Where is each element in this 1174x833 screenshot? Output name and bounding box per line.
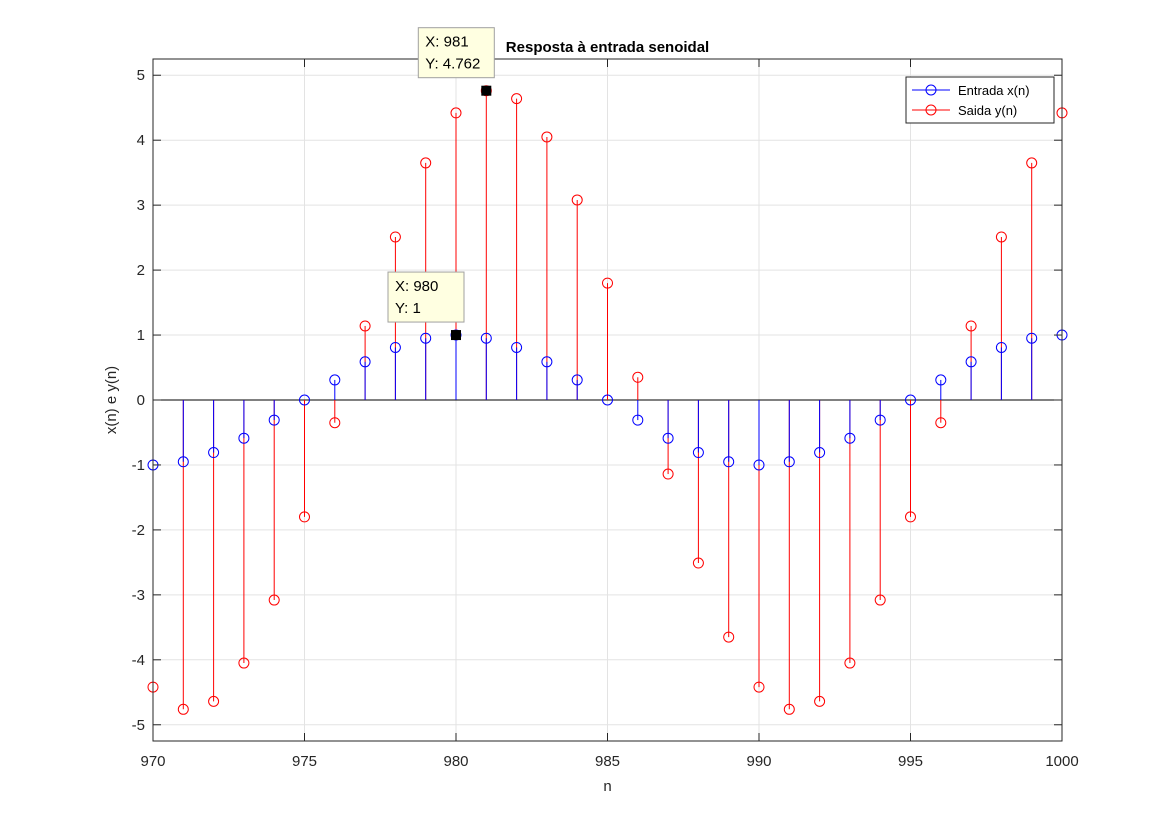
x-tick-label: 970 <box>140 753 165 770</box>
x-axis-label: n <box>603 778 611 795</box>
stem-marker <box>450 107 462 119</box>
stem-marker <box>995 231 1007 243</box>
stem-marker <box>541 356 553 368</box>
stem-marker <box>571 374 583 386</box>
datatip-y-label: Y: 1 <box>395 300 421 317</box>
stem-marker <box>723 631 735 643</box>
datatip-box <box>417 27 495 79</box>
y-tick-label: -3 <box>132 587 145 604</box>
x-tick-label: 990 <box>746 753 771 770</box>
y-tick-label: 0 <box>137 392 145 409</box>
y-tick-label: -4 <box>132 652 145 669</box>
stem-marker <box>389 341 401 353</box>
legend[interactable]: Entrada x(n) Saida y(n) <box>905 76 1055 124</box>
stem-marker <box>1026 332 1038 344</box>
stem-marker <box>208 447 220 459</box>
stem-marker <box>208 695 220 707</box>
legend-marker <box>925 84 937 96</box>
stem-marker <box>420 157 432 169</box>
stem-marker <box>905 511 916 523</box>
stem-marker <box>389 231 401 243</box>
stem-marker <box>935 374 947 386</box>
stem-marker <box>995 341 1007 353</box>
stem-marker <box>511 341 523 353</box>
stem-marker <box>905 394 916 406</box>
stem-marker <box>602 394 613 406</box>
stem-marker <box>238 432 250 444</box>
datatip-x-label: X: 980 <box>395 278 438 295</box>
stem-marker <box>965 356 977 368</box>
stem-marker <box>329 417 341 429</box>
stem-marker <box>874 594 886 606</box>
y-tick-label: -5 <box>132 717 145 734</box>
stem-marker <box>299 511 310 523</box>
legend-entry-label: Saida y(n) <box>958 103 1017 118</box>
stem-marker <box>814 695 826 707</box>
stem-marker <box>753 459 765 471</box>
stem-marker <box>783 703 795 715</box>
series-input <box>147 329 1068 471</box>
stem-marker <box>238 657 250 669</box>
legend-marker <box>925 104 937 116</box>
stem-marker <box>783 456 795 468</box>
chart-title: Resposta à entrada senoidal <box>506 39 709 56</box>
stem-marker <box>268 594 280 606</box>
datatip[interactable]: X: 980 Y: 1 <box>387 271 465 341</box>
stem-marker <box>359 356 371 368</box>
y-axis-label: x(n) e y(n) <box>103 366 120 434</box>
stem-marker <box>511 93 523 105</box>
stem-marker <box>844 432 856 444</box>
y-tick-label: 2 <box>137 262 145 279</box>
x-tick-label: 975 <box>292 753 317 770</box>
stem-marker <box>480 332 492 344</box>
stem-marker <box>420 332 432 344</box>
x-tick-label: 1000 <box>1045 753 1078 770</box>
y-tick-label: 3 <box>137 197 145 214</box>
stem-marker <box>965 320 977 332</box>
stem-marker <box>692 447 704 459</box>
stem-marker <box>299 394 310 406</box>
datatip-box <box>387 271 465 323</box>
stem-marker <box>268 414 280 426</box>
axis-ticks: 970 975 980 985 990 995 1000 5 4 3 2 1 0 -1 -2 -3 -4 -5 <box>132 59 1079 770</box>
stem-marker <box>177 703 189 715</box>
x-tick-label: 985 <box>595 753 620 770</box>
y-tick-label: -2 <box>132 522 145 539</box>
datatips: X: 981 Y: 4.762 X: 980 Y: 1 <box>387 27 495 341</box>
y-tick-label: 1 <box>137 327 145 344</box>
stem-series <box>147 85 1068 715</box>
stem-marker <box>1026 157 1038 169</box>
stem-marker <box>177 456 189 468</box>
stem-marker <box>632 414 644 426</box>
legend-entry-label: Entrada x(n) <box>958 83 1030 98</box>
stem-marker <box>571 194 583 206</box>
y-tick-label: -1 <box>132 457 145 474</box>
datatip-marker <box>481 85 492 96</box>
stem-marker <box>692 557 704 569</box>
stem-marker <box>541 131 553 143</box>
datatip-x-label: X: 981 <box>425 34 468 51</box>
stem-marker <box>874 414 886 426</box>
stem-marker <box>844 657 856 669</box>
stem-marker <box>662 432 674 444</box>
stem-marker <box>753 681 765 693</box>
x-tick-label: 995 <box>898 753 923 770</box>
datatip-marker <box>451 330 461 341</box>
stem-marker <box>632 371 644 383</box>
stem-marker <box>723 456 735 468</box>
stem-marker <box>662 468 674 480</box>
datatip[interactable]: X: 981 Y: 4.762 <box>417 27 495 96</box>
stem-marker <box>329 374 341 386</box>
stem-marker <box>602 277 613 289</box>
y-tick-label: 4 <box>137 132 145 149</box>
x-tick-label: 980 <box>443 753 468 770</box>
stem-marker <box>935 417 947 429</box>
stem-marker <box>814 447 826 459</box>
y-tick-label: 5 <box>137 67 145 84</box>
stem-marker <box>359 320 371 332</box>
datatip-y-label: Y: 4.762 <box>425 56 480 73</box>
